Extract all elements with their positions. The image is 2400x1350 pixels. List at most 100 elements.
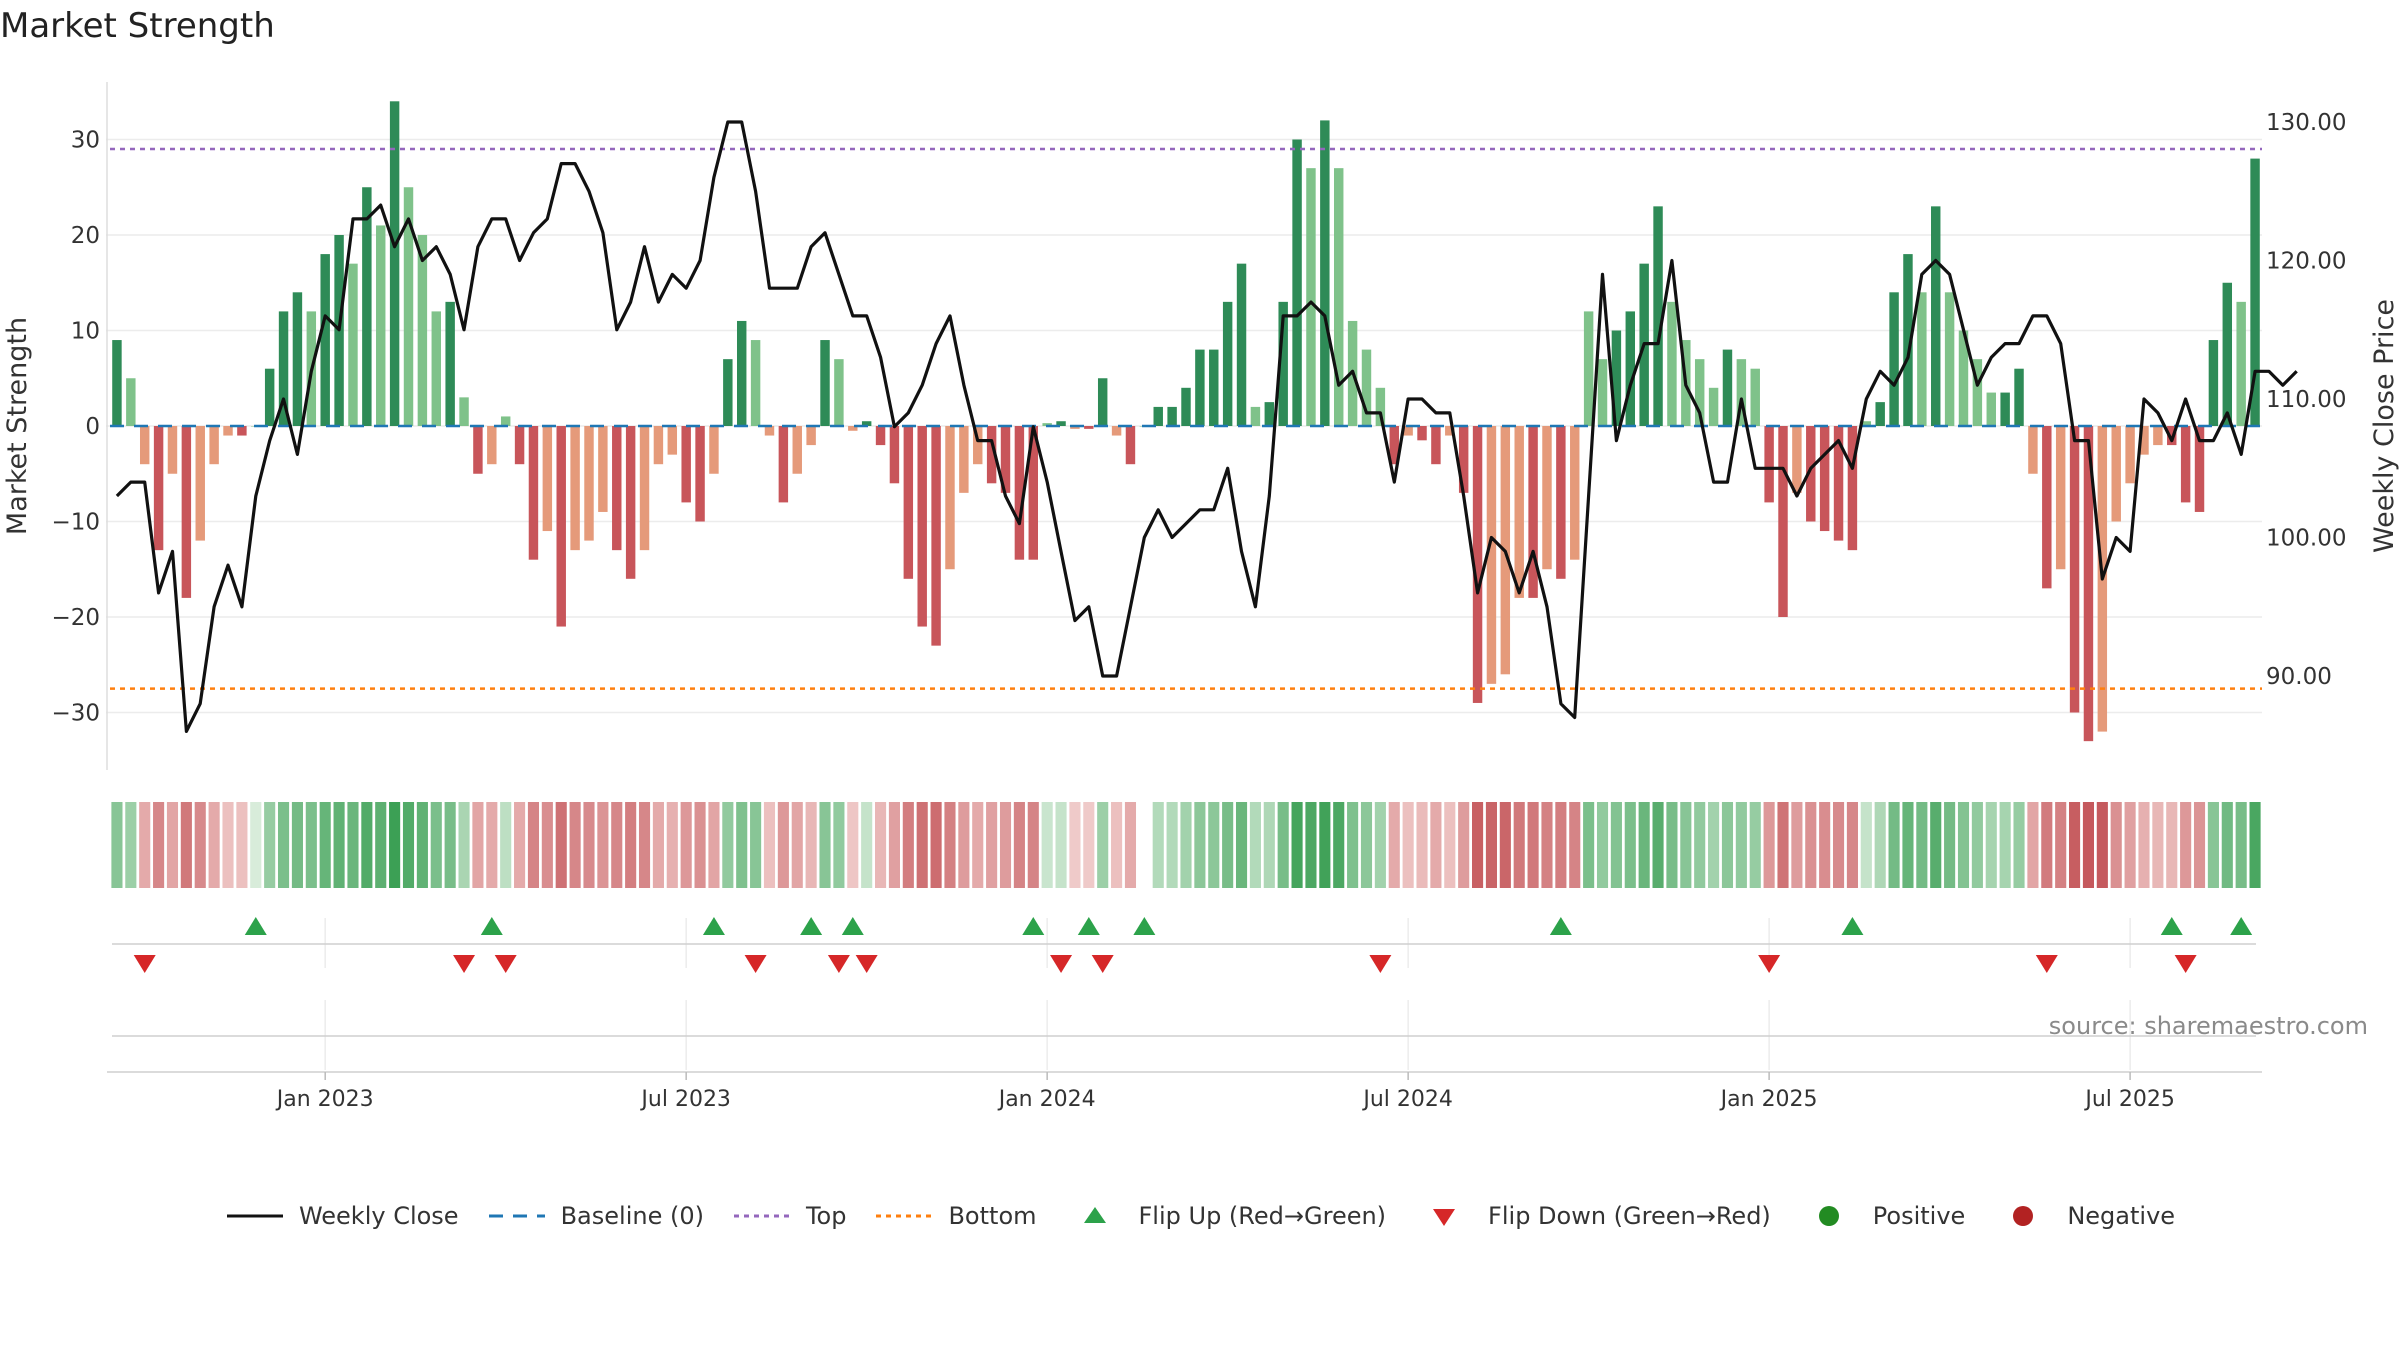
strength-bar — [1958, 330, 1969, 426]
heat-cell — [1513, 802, 1525, 888]
strength-bar — [820, 340, 830, 426]
strength-bar — [1111, 426, 1122, 436]
heat-cell — [125, 802, 137, 888]
heat-cell — [972, 802, 984, 888]
legend-swatch-flip_up — [1083, 1207, 1106, 1223]
y-right-tick-label: 120.00 — [2266, 249, 2346, 275]
heat-cell — [1347, 802, 1359, 888]
strength-bar — [139, 426, 150, 465]
heat-cell — [264, 802, 276, 888]
strength-bar — [1847, 426, 1858, 551]
heat-cell — [2082, 802, 2095, 888]
strength-bar — [2000, 392, 2010, 426]
heat-cell — [861, 802, 873, 888]
heat-cell — [1999, 802, 2011, 888]
legend-label-baseline: Baseline (0) — [560, 1202, 704, 1230]
y-right-tick-label: 130.00 — [2266, 110, 2346, 136]
y-right-axis-title: Weekly Close Price — [2369, 299, 2400, 553]
heat-cell — [2041, 802, 2053, 888]
flip-down-marker — [2035, 955, 2058, 973]
heat-cell — [458, 802, 470, 888]
heat-cell — [2138, 802, 2150, 888]
heat-cell — [250, 802, 262, 888]
strength-bar — [1209, 349, 1219, 426]
flip-up-marker — [2230, 917, 2253, 935]
heat-cell — [500, 802, 512, 888]
strength-bar — [1764, 426, 1774, 503]
legend-swatch-line — [226, 1214, 283, 1218]
strength-bar — [2028, 426, 2038, 474]
x-tick-label: Jan 2024 — [997, 1087, 1096, 1112]
y-left-tick-label: −10 — [51, 510, 100, 536]
strength-bar — [2167, 426, 2177, 446]
heat-cell — [1930, 802, 1942, 888]
heat-cell — [1708, 802, 1720, 888]
heat-cell — [1360, 802, 1373, 888]
strength-bar — [598, 426, 608, 512]
legend-label-positive: Positive — [1872, 1202, 1966, 1230]
heat-cell — [2221, 802, 2233, 888]
heat-cell — [375, 802, 387, 888]
strength-bar — [1375, 387, 1386, 426]
strength-bar — [2222, 282, 2233, 426]
heat-cell — [1638, 802, 1650, 888]
heat-cell — [1444, 802, 1456, 888]
heat-cell — [1985, 802, 1997, 888]
strength-bar — [348, 263, 358, 426]
flip-down-marker — [494, 955, 517, 973]
heat-cell — [2249, 802, 2261, 888]
x-axis: Jan 2023 Jul 2023 Jan 2024 Jul 2024 Jan 2025… — [107, 1035, 2262, 1112]
strength-bar — [612, 426, 622, 551]
strength-bar — [1361, 349, 1372, 426]
strength-bar — [1736, 359, 1747, 426]
heat-cell — [722, 802, 734, 888]
heat-cell — [666, 802, 678, 888]
heat-cell — [1888, 802, 1900, 888]
heat-cell — [527, 802, 540, 888]
legend-item-line: Weekly Close — [225, 1202, 459, 1230]
flip-down-marker — [2174, 955, 2197, 973]
heat-cell — [1666, 802, 1678, 888]
heat-cell — [944, 802, 956, 888]
heat-cell — [1041, 802, 1053, 888]
legend-label-bottom: Bottom — [948, 1202, 1037, 1230]
heat-cell — [847, 802, 859, 888]
heat-cell — [1194, 802, 1206, 888]
strength-bar — [1944, 292, 1955, 426]
heat-cell — [1180, 802, 1192, 888]
legend-swatch-negative — [2013, 1206, 2034, 1226]
strength-bar — [542, 426, 553, 532]
strength-bar — [1097, 378, 1108, 426]
strength-bar — [1417, 426, 1427, 441]
strength-bar — [1917, 292, 1927, 426]
heat-cell — [694, 802, 706, 888]
heat-cell — [2180, 802, 2192, 888]
heat-cell — [1222, 802, 1234, 888]
heat-cell — [1055, 802, 1067, 888]
strength-bar — [1556, 426, 1566, 579]
strength-bar — [1611, 330, 1622, 426]
heat-cell — [1069, 802, 1081, 888]
heat-cell — [2027, 802, 2039, 888]
heat-cell — [791, 802, 803, 888]
heat-cell — [444, 802, 456, 888]
heat-cell — [1208, 802, 1220, 888]
heat-cell — [1805, 802, 1817, 888]
flip-down-marker — [855, 955, 878, 973]
heat-cell — [708, 802, 720, 888]
y-right-tick-label: 110.00 — [2266, 387, 2346, 413]
flip-down-marker — [1369, 955, 1392, 973]
strength-bar — [500, 416, 511, 426]
heat-cell — [1416, 802, 1428, 888]
strength-bar — [1153, 406, 1163, 426]
heat-cell — [2235, 802, 2247, 888]
legend-item-top: Top — [732, 1202, 846, 1230]
y-left-tick-label: 0 — [85, 414, 100, 440]
heat-cell — [1235, 802, 1248, 888]
weekly-close-series — [115, 120, 2298, 734]
heat-cell — [1527, 802, 1539, 888]
flip-down-marker — [453, 955, 476, 973]
heat-cell — [2096, 802, 2108, 888]
legend-item-baseline: Baseline (0) — [487, 1202, 704, 1230]
heat-cell — [208, 802, 220, 888]
